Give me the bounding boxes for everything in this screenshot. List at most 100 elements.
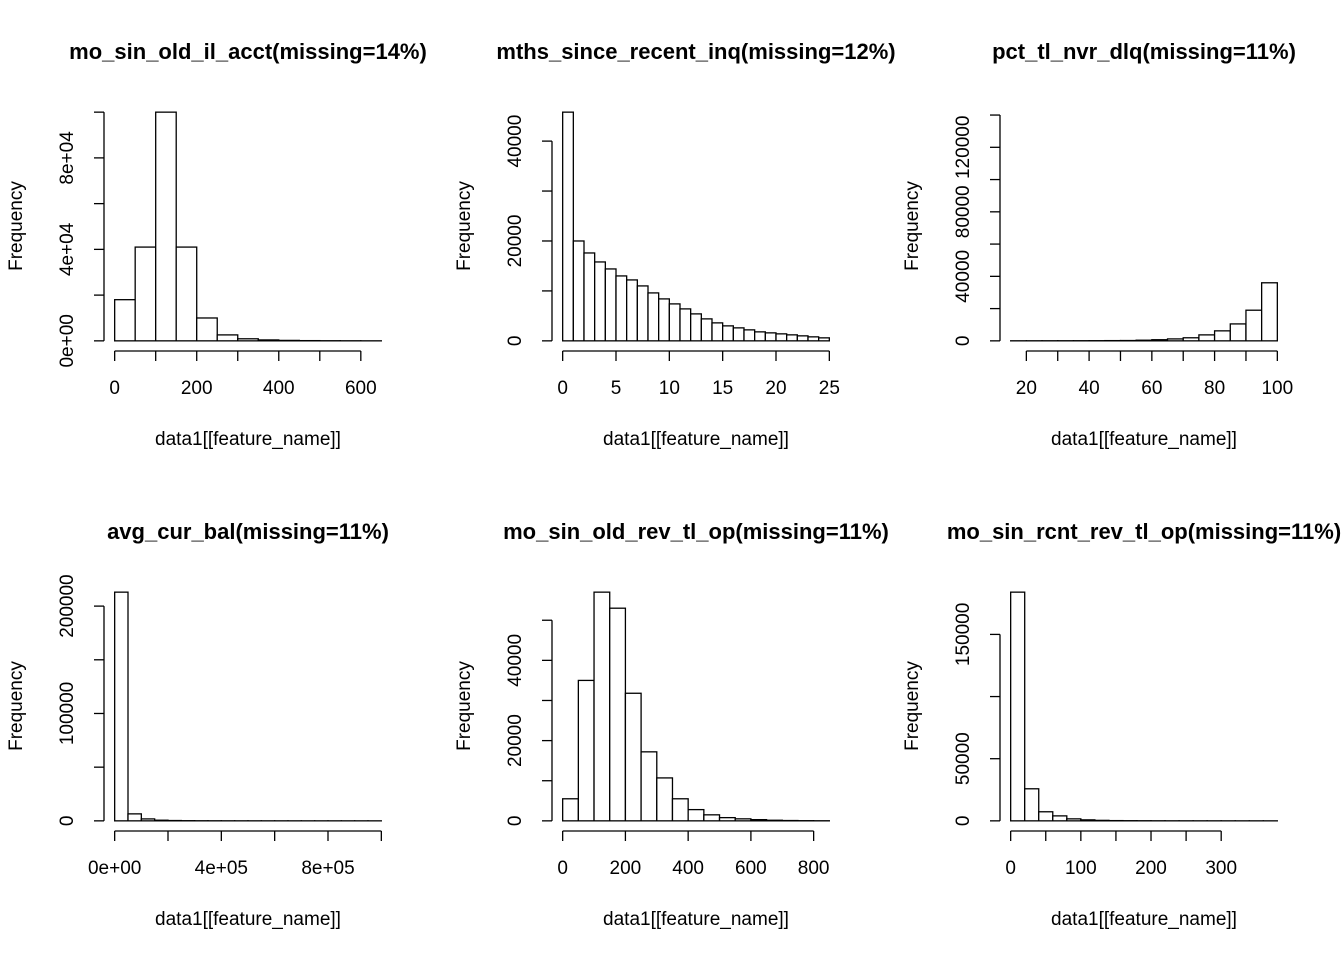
y-axis-label: Frequency bbox=[6, 181, 27, 271]
bar bbox=[1151, 339, 1169, 342]
histogram-panel: mo_sin_old_il_acct(missing=14%) 0 200 400 60… bbox=[6, 39, 427, 450]
x-axis-label: data1[[feature_name]] bbox=[603, 909, 789, 930]
y-tick-label: 50000 bbox=[953, 732, 974, 785]
bar bbox=[668, 303, 681, 342]
bar bbox=[818, 337, 830, 342]
bar bbox=[764, 332, 777, 342]
x-tick-label: 0 bbox=[109, 378, 120, 399]
y-tick-label: 0 bbox=[57, 816, 78, 827]
y-tick-label: 200000 bbox=[57, 574, 78, 637]
chart-title: mo_sin_rcnt_rev_tl_op(missing=11%) bbox=[947, 519, 1341, 544]
y-tick-label: 0 bbox=[505, 816, 526, 827]
bar bbox=[594, 261, 606, 342]
x-tick-label: 200 bbox=[181, 378, 213, 399]
bar bbox=[765, 819, 783, 822]
x-tick-label: 4e+05 bbox=[195, 858, 248, 879]
bar bbox=[1213, 330, 1231, 342]
histogram-panel: pct_tl_nvr_dlq(missing=11%) 20 40 60 80 100 0 4… bbox=[902, 39, 1296, 450]
x-tick-label: 20 bbox=[765, 378, 786, 399]
histogram-panel: mo_sin_rcnt_rev_tl_op(missing=11%) 0 100 20… bbox=[902, 519, 1341, 930]
bar bbox=[711, 322, 724, 342]
x-tick-label: 400 bbox=[672, 858, 704, 879]
bar bbox=[114, 591, 129, 822]
bar bbox=[734, 818, 752, 822]
x-tick-label: 10 bbox=[659, 378, 680, 399]
bar bbox=[216, 334, 239, 342]
y-axis-label: Frequency bbox=[6, 661, 27, 751]
bar bbox=[615, 275, 628, 342]
bar bbox=[127, 813, 142, 822]
bar bbox=[703, 814, 721, 822]
y-tick-label: 8e+04 bbox=[57, 131, 78, 185]
bar bbox=[796, 335, 809, 342]
x-axis-label: data1[[feature_name]] bbox=[1051, 429, 1237, 450]
y-tick-label: 80000 bbox=[953, 185, 974, 238]
bar bbox=[658, 298, 670, 342]
x-axis-label: data1[[feature_name]] bbox=[155, 909, 341, 930]
bar bbox=[1198, 334, 1216, 342]
x-tick-label: 600 bbox=[735, 858, 767, 879]
bar bbox=[154, 819, 169, 822]
x-tick-label: 60 bbox=[1141, 378, 1162, 399]
chart-title: mths_since_recent_inq(missing=12%) bbox=[496, 39, 895, 64]
y-tick-label: 4e+04 bbox=[57, 222, 78, 276]
bar bbox=[626, 279, 638, 342]
x-tick-label: 5 bbox=[611, 378, 622, 399]
bar bbox=[562, 798, 580, 822]
x-tick-label: 80 bbox=[1204, 378, 1225, 399]
x-tick-label: 0 bbox=[557, 858, 568, 879]
y-tick-label: 20000 bbox=[505, 714, 526, 767]
x-tick-label: 100 bbox=[1065, 858, 1097, 879]
x-tick-label: 100 bbox=[1261, 378, 1293, 399]
x-tick-label: 0 bbox=[1005, 858, 1016, 879]
y-tick-label: 0e+00 bbox=[57, 314, 78, 367]
bar bbox=[1066, 818, 1082, 822]
bar bbox=[175, 246, 198, 342]
y-tick-label: 40000 bbox=[505, 115, 526, 168]
bar bbox=[609, 607, 627, 822]
bar bbox=[604, 268, 617, 342]
x-tick-label: 800 bbox=[798, 858, 830, 879]
bar bbox=[572, 240, 585, 342]
bar bbox=[786, 334, 798, 342]
bar bbox=[1024, 788, 1040, 822]
bar bbox=[583, 252, 596, 342]
bar bbox=[1229, 323, 1247, 342]
y-tick-label: 120000 bbox=[953, 116, 974, 179]
bar bbox=[624, 692, 642, 822]
bar bbox=[1166, 338, 1184, 342]
bar bbox=[196, 317, 218, 342]
y-axis-label: Frequency bbox=[902, 181, 923, 271]
bar bbox=[690, 313, 702, 342]
y-axis-label: Frequency bbox=[902, 661, 923, 751]
bar bbox=[1135, 339, 1153, 342]
bar bbox=[687, 808, 705, 822]
x-tick-label: 0e+00 bbox=[88, 858, 141, 879]
bar bbox=[722, 325, 734, 342]
y-tick-label: 150000 bbox=[953, 603, 974, 666]
x-tick-label: 200 bbox=[610, 858, 642, 879]
histogram-panel: avg_cur_bal(missing=11%) 0e+00 4e+05 8e+05 0… bbox=[6, 519, 389, 930]
bar bbox=[656, 777, 674, 822]
bar bbox=[140, 818, 156, 822]
bar bbox=[732, 327, 745, 342]
bar bbox=[671, 798, 689, 822]
bar bbox=[754, 331, 766, 342]
x-axis-label: data1[[feature_name]] bbox=[155, 429, 341, 450]
y-tick-label: 20000 bbox=[505, 215, 526, 268]
bar bbox=[647, 292, 660, 342]
bar bbox=[237, 338, 259, 342]
chart-title: pct_tl_nvr_dlq(missing=11%) bbox=[992, 39, 1296, 64]
x-tick-label: 40 bbox=[1079, 378, 1100, 399]
bar bbox=[640, 751, 658, 822]
x-tick-label: 200 bbox=[1135, 858, 1167, 879]
bar bbox=[1245, 309, 1263, 342]
bar bbox=[636, 285, 649, 342]
x-tick-label: 15 bbox=[712, 378, 733, 399]
bar bbox=[1052, 815, 1068, 822]
bar bbox=[750, 818, 768, 822]
x-tick-label: 0 bbox=[557, 378, 568, 399]
bar bbox=[155, 111, 177, 342]
y-tick-label: 0 bbox=[953, 816, 974, 827]
